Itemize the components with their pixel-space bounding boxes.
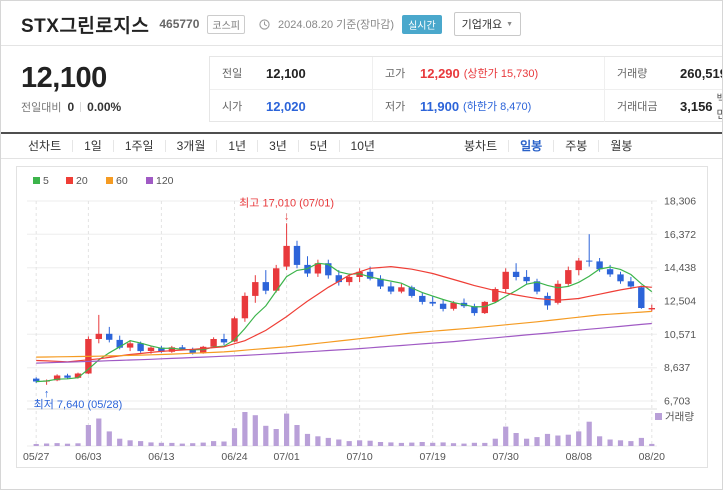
svg-text:최저 7,640 (05/28): 최저 7,640 (05/28) xyxy=(34,398,123,411)
prev-close-label: 전일 xyxy=(222,68,243,80)
ma-legend: 5 20 60 120 xyxy=(33,175,174,187)
svg-text:07/19: 07/19 xyxy=(420,451,446,463)
svg-text:18,306: 18,306 xyxy=(664,196,696,208)
type-tab-monthly-candle[interactable]: 월봉 xyxy=(610,139,633,153)
low-value: 11,900 (하한가 8,470) xyxy=(420,98,532,114)
volume-bars xyxy=(33,412,655,446)
change-row: 전일대비 0 0.00% xyxy=(21,99,209,115)
svg-text:08/08: 08/08 xyxy=(566,451,592,463)
quote-date: 2024.08.20 기준(장마감) xyxy=(278,19,395,31)
high-label: 고가 xyxy=(372,57,420,89)
low-label: 저가 xyxy=(372,90,420,122)
svg-text:↑: ↑ xyxy=(44,388,50,400)
svg-text:14,438: 14,438 xyxy=(664,262,696,274)
svg-text:16,372: 16,372 xyxy=(664,229,696,241)
svg-text:8,637: 8,637 xyxy=(664,362,690,374)
chart-type-tabs: 봉차트 일봉 주봉 월봉 xyxy=(453,140,643,152)
open-label: 시가 xyxy=(222,101,243,113)
svg-text:↓: ↓ xyxy=(284,210,290,222)
svg-text:5: 5 xyxy=(43,175,49,187)
svg-text:최고 17,010 (07/01): 최고 17,010 (07/01) xyxy=(239,196,334,209)
trade-value-label: 거래대금 xyxy=(604,90,680,122)
svg-text:05/27: 05/27 xyxy=(23,451,49,463)
volume-value: 260,519 xyxy=(680,65,723,81)
period-tabs: 선차트 1일 1주일 3개월 1년 3년 5년 10년 xyxy=(17,140,386,152)
price-gridlines xyxy=(27,200,657,402)
svg-text:08/20: 08/20 xyxy=(639,451,665,463)
type-tab-weekly-candle[interactable]: 주봉 xyxy=(554,140,600,152)
trade-value-value: 3,156백만 xyxy=(680,93,722,121)
svg-text:120: 120 xyxy=(156,175,174,187)
stock-code: 465770 xyxy=(159,17,200,31)
period-tab-1week[interactable]: 1주일 xyxy=(114,140,166,152)
realtime-badge[interactable]: 실시간 xyxy=(402,14,442,34)
current-price: 12,100 xyxy=(21,61,107,94)
date-gridlines xyxy=(35,201,653,446)
company-overview-label: 기업개요 xyxy=(461,19,503,31)
divider xyxy=(80,102,82,113)
chart-toolbar: 선차트 1일 1주일 3개월 1년 3년 5년 10년 봉차트 일봉 주봉 월봉 xyxy=(1,132,722,159)
price-summary: 12,100 전일대비 0 0.00% 전일 12,100 고가 12,290 (상한가… xyxy=(1,46,722,132)
volume-label: 거래량 xyxy=(604,57,680,89)
chart-area: 18,306 16,372 14,438 12,504 10,571 8,637 6,703… xyxy=(16,166,708,468)
svg-text:06/13: 06/13 xyxy=(148,451,174,463)
change-label: 전일대비 xyxy=(21,102,62,115)
stock-header: STX그린로지스 465770 코스피 2024.08.20 기준(장마감) 실… xyxy=(1,1,722,46)
low-annotation: ↑최저 7,640 (05/28) xyxy=(34,388,123,411)
svg-text:12,504: 12,504 xyxy=(664,296,696,308)
svg-text:20: 20 xyxy=(76,175,88,187)
company-overview-button[interactable]: 기업개요 ▼ xyxy=(453,12,522,36)
period-tab-1day[interactable]: 1일 xyxy=(73,140,114,152)
high-value: 12,290 (상한가 15,730) xyxy=(420,65,539,81)
svg-text:07/01: 07/01 xyxy=(273,451,299,463)
candlestick-chart[interactable]: 18,306 16,372 14,438 12,504 10,571 8,637 6,703… xyxy=(17,167,707,467)
clock-icon xyxy=(259,18,270,30)
svg-text:거래량: 거래량 xyxy=(665,411,694,423)
price-row: 전일 12,100 고가 12,290 (상한가 15,730) 거래량 260,519 xyxy=(210,57,723,89)
chevron-down-icon: ▼ xyxy=(506,20,514,28)
market-badge: 코스피 xyxy=(207,14,246,34)
period-tab-3month[interactable]: 3개월 xyxy=(166,140,218,152)
period-tab-3year[interactable]: 3년 xyxy=(258,140,299,152)
type-tab-candle-chart-group: 봉차트 xyxy=(453,140,510,152)
x-axis-labels: 05/27 06/03 06/13 06/24 07/01 07/10 07/19 07/30… xyxy=(23,451,665,463)
period-tab-10year[interactable]: 10년 xyxy=(350,139,375,153)
period-tab-5year[interactable]: 5년 xyxy=(299,140,340,152)
svg-text:07/10: 07/10 xyxy=(346,451,372,463)
period-tab-1year[interactable]: 1년 xyxy=(217,140,259,152)
type-tab-daily-candle[interactable]: 일봉 xyxy=(509,140,555,152)
volume-legend: 거래량 xyxy=(655,411,694,423)
y-axis-labels: 18,306 16,372 14,438 12,504 10,571 8,637 6,703 xyxy=(664,196,696,408)
svg-text:06/03: 06/03 xyxy=(75,451,101,463)
svg-text:10,571: 10,571 xyxy=(664,329,696,341)
stock-title: STX그린로지스 xyxy=(21,15,150,37)
prev-close-value: 12,100 xyxy=(266,65,306,81)
svg-text:60: 60 xyxy=(116,175,128,187)
high-annotation: 최고 17,010 (07/01)↓ xyxy=(239,196,334,222)
price-detail-table: 전일 12,100 고가 12,290 (상한가 15,730) 거래량 260,519 시가… xyxy=(209,56,723,122)
period-tab-line-chart[interactable]: 선차트 xyxy=(17,140,74,152)
open-value: 12,020 xyxy=(266,98,306,114)
current-price-block: 12,100 전일대비 0 0.00% xyxy=(1,61,209,115)
svg-text:06/24: 06/24 xyxy=(221,451,247,463)
change-value: 0 xyxy=(67,100,75,115)
svg-text:07/30: 07/30 xyxy=(493,451,519,463)
svg-text:6,703: 6,703 xyxy=(664,396,690,408)
change-percent: 0.00% xyxy=(87,100,122,115)
moving-average-lines xyxy=(36,262,653,383)
